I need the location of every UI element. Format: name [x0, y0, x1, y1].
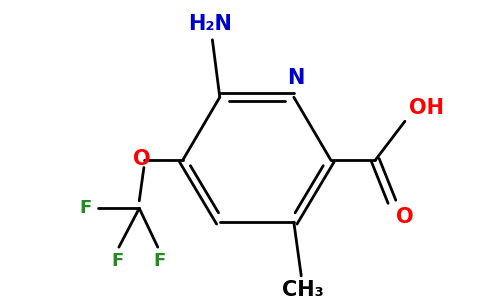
- Text: O: O: [133, 149, 151, 169]
- Text: F: F: [80, 199, 92, 217]
- Text: OH: OH: [408, 98, 444, 118]
- Text: F: F: [111, 252, 123, 270]
- Text: CH₃: CH₃: [282, 280, 324, 300]
- Text: F: F: [153, 252, 166, 270]
- Text: O: O: [395, 207, 413, 227]
- Text: N: N: [287, 68, 304, 88]
- Text: H₂N: H₂N: [189, 14, 232, 34]
